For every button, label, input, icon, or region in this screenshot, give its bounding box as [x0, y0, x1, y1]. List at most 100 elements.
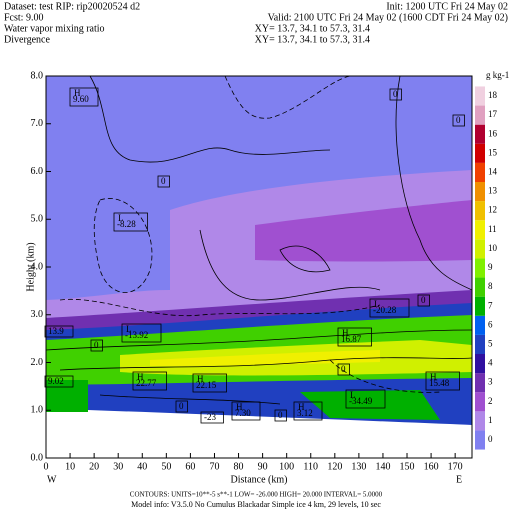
colorbar-swatch: [475, 334, 485, 354]
header-init: Init: 1200 UTC Fri 24 May 02: [386, 1, 508, 12]
x-tick-label: 50: [161, 461, 171, 472]
x-tick-label: 40: [137, 461, 147, 472]
annotation-value: -23: [204, 412, 216, 422]
y-tick-label: 6.0: [31, 166, 44, 177]
annotation-value: -13.92: [125, 330, 148, 340]
colorbar-label: 13: [488, 186, 498, 196]
x-tick-label: 60: [185, 461, 195, 472]
x-tick-label: 0: [44, 461, 49, 472]
extremum-kind: H: [74, 88, 81, 98]
x-tick-label: 20: [89, 461, 99, 472]
colorbar-label: g kg-1: [486, 70, 509, 80]
annotation-box: [369, 298, 410, 318]
colorbar-label: 0: [488, 434, 493, 444]
colorbar-swatch: [475, 430, 485, 450]
annotation-value: 0: [421, 295, 426, 305]
header-xy: XY= 13.7, 34.1 to 57.3, 31.4: [255, 34, 370, 45]
colorbar-label: 8: [488, 281, 493, 291]
annotation-box: [132, 371, 167, 391]
y-axis-label: Height (km): [25, 242, 36, 291]
y-tick-label: 3.0: [31, 309, 44, 320]
annotation-box: [113, 212, 148, 232]
colorbar-swatch: [475, 277, 485, 297]
colorbar-swatch: [475, 105, 485, 125]
colorbar-label: 12: [488, 205, 497, 215]
x-tick-label: 160: [424, 461, 439, 472]
colorbar-label: 9: [488, 262, 493, 272]
annotation-value: -8.28: [117, 219, 136, 229]
annotation-box: [293, 401, 323, 421]
colorbar-label: 1: [488, 415, 493, 425]
x-tick-label: 150: [400, 461, 415, 472]
annotation-box: [389, 88, 402, 101]
colorbar-swatch: [475, 162, 485, 182]
colorbar-label: 4: [488, 358, 493, 368]
annotation-box: [69, 87, 99, 107]
y-tick-label: 4.0: [31, 261, 44, 272]
y-tick-label: 8.0: [31, 70, 44, 81]
annotation-box: [157, 175, 170, 188]
colorbar-label: 14: [488, 167, 498, 177]
header-xy: XY= 13.7, 34.1 to 57.3, 31.4: [255, 23, 370, 34]
annotation-box: [345, 389, 386, 409]
extremum-kind: H: [197, 374, 204, 384]
annotation-box: [425, 371, 460, 391]
colorbar-label: 3: [488, 377, 493, 387]
x-tick-label: 90: [258, 461, 268, 472]
x-tick-label: 140: [375, 461, 390, 472]
annotation-box: [274, 409, 287, 422]
annotation-box: [44, 375, 74, 388]
annotation-value: 13.9: [48, 326, 64, 336]
annotation-value: 0: [341, 364, 346, 374]
annotation-value: 22.77: [136, 378, 157, 388]
footer: Model info: V3.5.0 No Cumulus Blackadar …: [131, 500, 381, 509]
extremum-kind: H: [298, 402, 305, 412]
annotation-value: 0: [456, 115, 461, 125]
footer: CONTOURS: UNITS=10**-5 s**-1 LOW= -26.00…: [130, 491, 383, 499]
colorbar-label: 11: [488, 224, 497, 234]
colorbar-swatch: [475, 143, 485, 163]
colorbar-label: 2: [488, 396, 493, 406]
colorbar-swatch: [475, 354, 485, 374]
header-dataset: Dataset: test RIP: rip20020524 d2: [4, 1, 140, 12]
colorbar-label: 7: [488, 300, 493, 310]
annotation-box: [90, 339, 103, 352]
annotation-value: 9.02: [48, 376, 64, 386]
annotation-value: 0: [278, 410, 283, 420]
x-axis-label: Distance (km): [231, 474, 288, 485]
extremum-kind: H: [430, 372, 437, 382]
west-label: W: [47, 474, 57, 485]
annotation-value: 9.60: [73, 94, 89, 104]
annotation-value: 0: [161, 176, 166, 186]
header-fcst: Fcst: 9.00: [4, 12, 43, 23]
annotation-value: 16.87: [341, 334, 362, 344]
colorbar-swatch: [475, 182, 485, 202]
colorbar-swatch: [475, 373, 485, 393]
annotation-box: [337, 363, 350, 376]
y-tick-label: 0.0: [31, 452, 44, 463]
annotation-box: [231, 401, 261, 421]
y-tick-label: 2.0: [31, 357, 44, 368]
annotation-value: 0: [393, 89, 398, 99]
annotation-box: [121, 323, 162, 343]
extremum-kind: H: [137, 372, 144, 382]
y-tick-label: 7.0: [31, 118, 44, 129]
annotation-value: 3.12: [297, 408, 313, 418]
x-tick-label: 130: [351, 461, 366, 472]
annotation-box: [200, 411, 224, 424]
annotation-value: 0: [94, 340, 99, 350]
colorbar-swatch: [475, 296, 485, 316]
colorbar-swatch: [475, 258, 485, 278]
header-valid: Valid: 2100 UTC Fri 24 May 02 (1600 CDT …: [268, 12, 508, 23]
annotation-box: [175, 400, 188, 413]
annotation-box: [417, 294, 430, 307]
colorbar-swatch: [475, 220, 485, 240]
colorbar-label: 5: [488, 339, 493, 349]
colorbar-label: 16: [488, 128, 498, 138]
extremum-kind: L: [118, 213, 124, 223]
colorbar-label: 15: [488, 147, 498, 157]
colorbar-label: 17: [488, 109, 498, 119]
header-field: Water vapor mixing ratio: [4, 23, 105, 34]
extremum-kind: L: [126, 324, 132, 334]
colorbar-swatch: [475, 392, 485, 412]
